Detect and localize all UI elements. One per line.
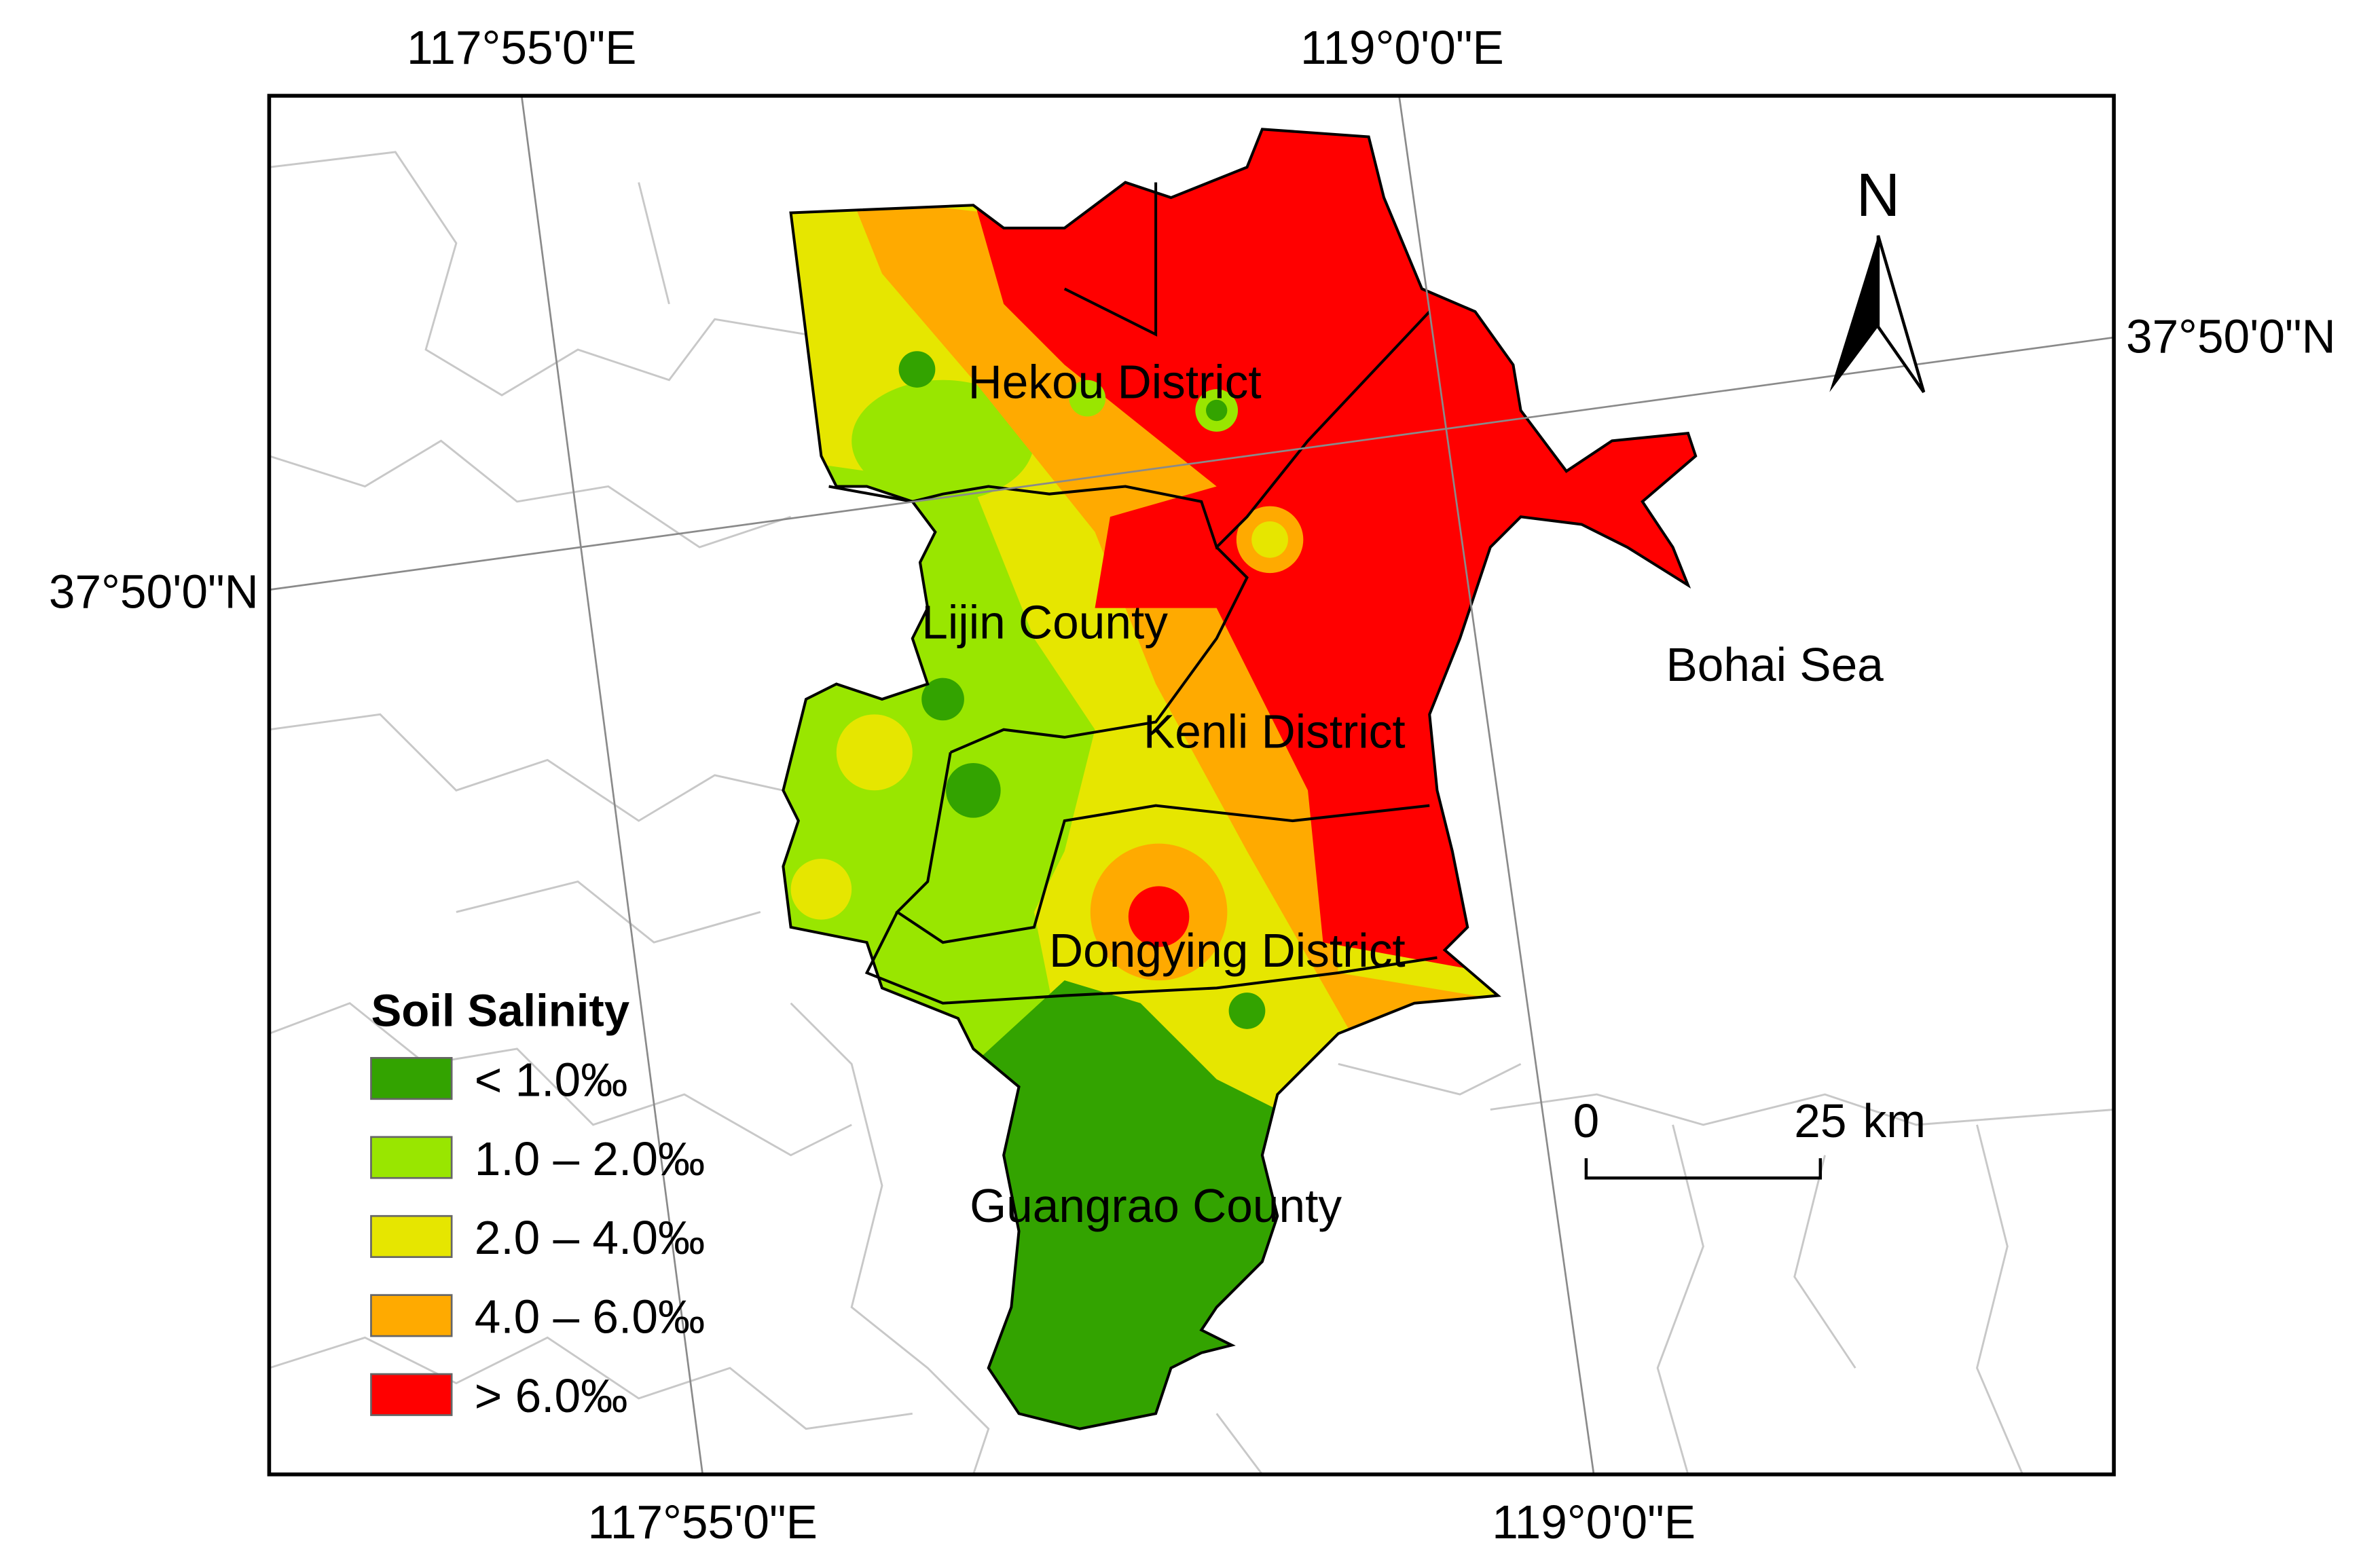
- district-boundaries: [783, 129, 1696, 1428]
- legend: Soil Salinity < 1.0‰ 1.0 – 2.0‰ 2.0 – 4.0‰…: [370, 985, 706, 1422]
- graticule-label: 37°50'0"N: [49, 565, 259, 618]
- graticule-label: 37°50'0"N: [2126, 310, 2336, 363]
- zone: [946, 762, 1001, 818]
- zone: [1069, 379, 1106, 417]
- zone: [852, 198, 1521, 1064]
- zone: [836, 714, 913, 791]
- legend-swatch: [370, 1057, 453, 1100]
- background-admin: [269, 151, 2114, 1474]
- graticule-label: 117°55'0"E: [407, 21, 636, 74]
- place-label: Kenli District: [1143, 705, 1406, 758]
- scale-label: 0: [1573, 1094, 1600, 1147]
- scale-bar: 0 25 km: [1573, 1094, 1926, 1180]
- north-label: N: [1856, 161, 1901, 229]
- legend-label: < 1.0‰: [475, 1053, 628, 1106]
- zone: [1228, 993, 1266, 1029]
- zone: [790, 859, 852, 920]
- zone: [921, 678, 964, 721]
- legend-swatch: [370, 1294, 453, 1337]
- map-frame: [267, 94, 2116, 1477]
- zone: [1128, 886, 1190, 947]
- legend-swatch: [370, 1373, 453, 1416]
- zone: [1251, 521, 1288, 558]
- scale-unit: km: [1863, 1094, 1926, 1147]
- legend-label: > 6.0‰: [475, 1369, 628, 1422]
- legend-label: 1.0 – 2.0‰: [475, 1132, 706, 1185]
- graticule-label: 119°0'0"E: [1492, 1496, 1696, 1548]
- zone: [852, 379, 1034, 502]
- legend-title: Soil Salinity: [371, 985, 629, 1036]
- legend-label: 4.0 – 6.0‰: [475, 1291, 706, 1343]
- place-label: Hekou District: [968, 356, 1262, 409]
- place-label: Lijin County: [921, 595, 1168, 648]
- salinity-surface: [783, 129, 1696, 1429]
- graticule: [269, 95, 2114, 1475]
- north-arrow: N: [1829, 161, 1926, 393]
- graticule-label: 119°0'0"E: [1300, 21, 1504, 74]
- legend-swatch: [370, 1214, 453, 1259]
- place-label: Dongying District: [1049, 924, 1406, 977]
- place-label: Guangrao County: [970, 1179, 1342, 1232]
- legend-swatch: [370, 1136, 453, 1179]
- zone: [1206, 399, 1228, 422]
- legend-label: 2.0 – 4.0‰: [475, 1211, 706, 1264]
- graticule-label: 117°55'0"E: [587, 1496, 817, 1548]
- zone: [898, 351, 936, 388]
- sea-label: Bohai Sea: [1666, 638, 1884, 691]
- scale-label: 25: [1794, 1094, 1846, 1147]
